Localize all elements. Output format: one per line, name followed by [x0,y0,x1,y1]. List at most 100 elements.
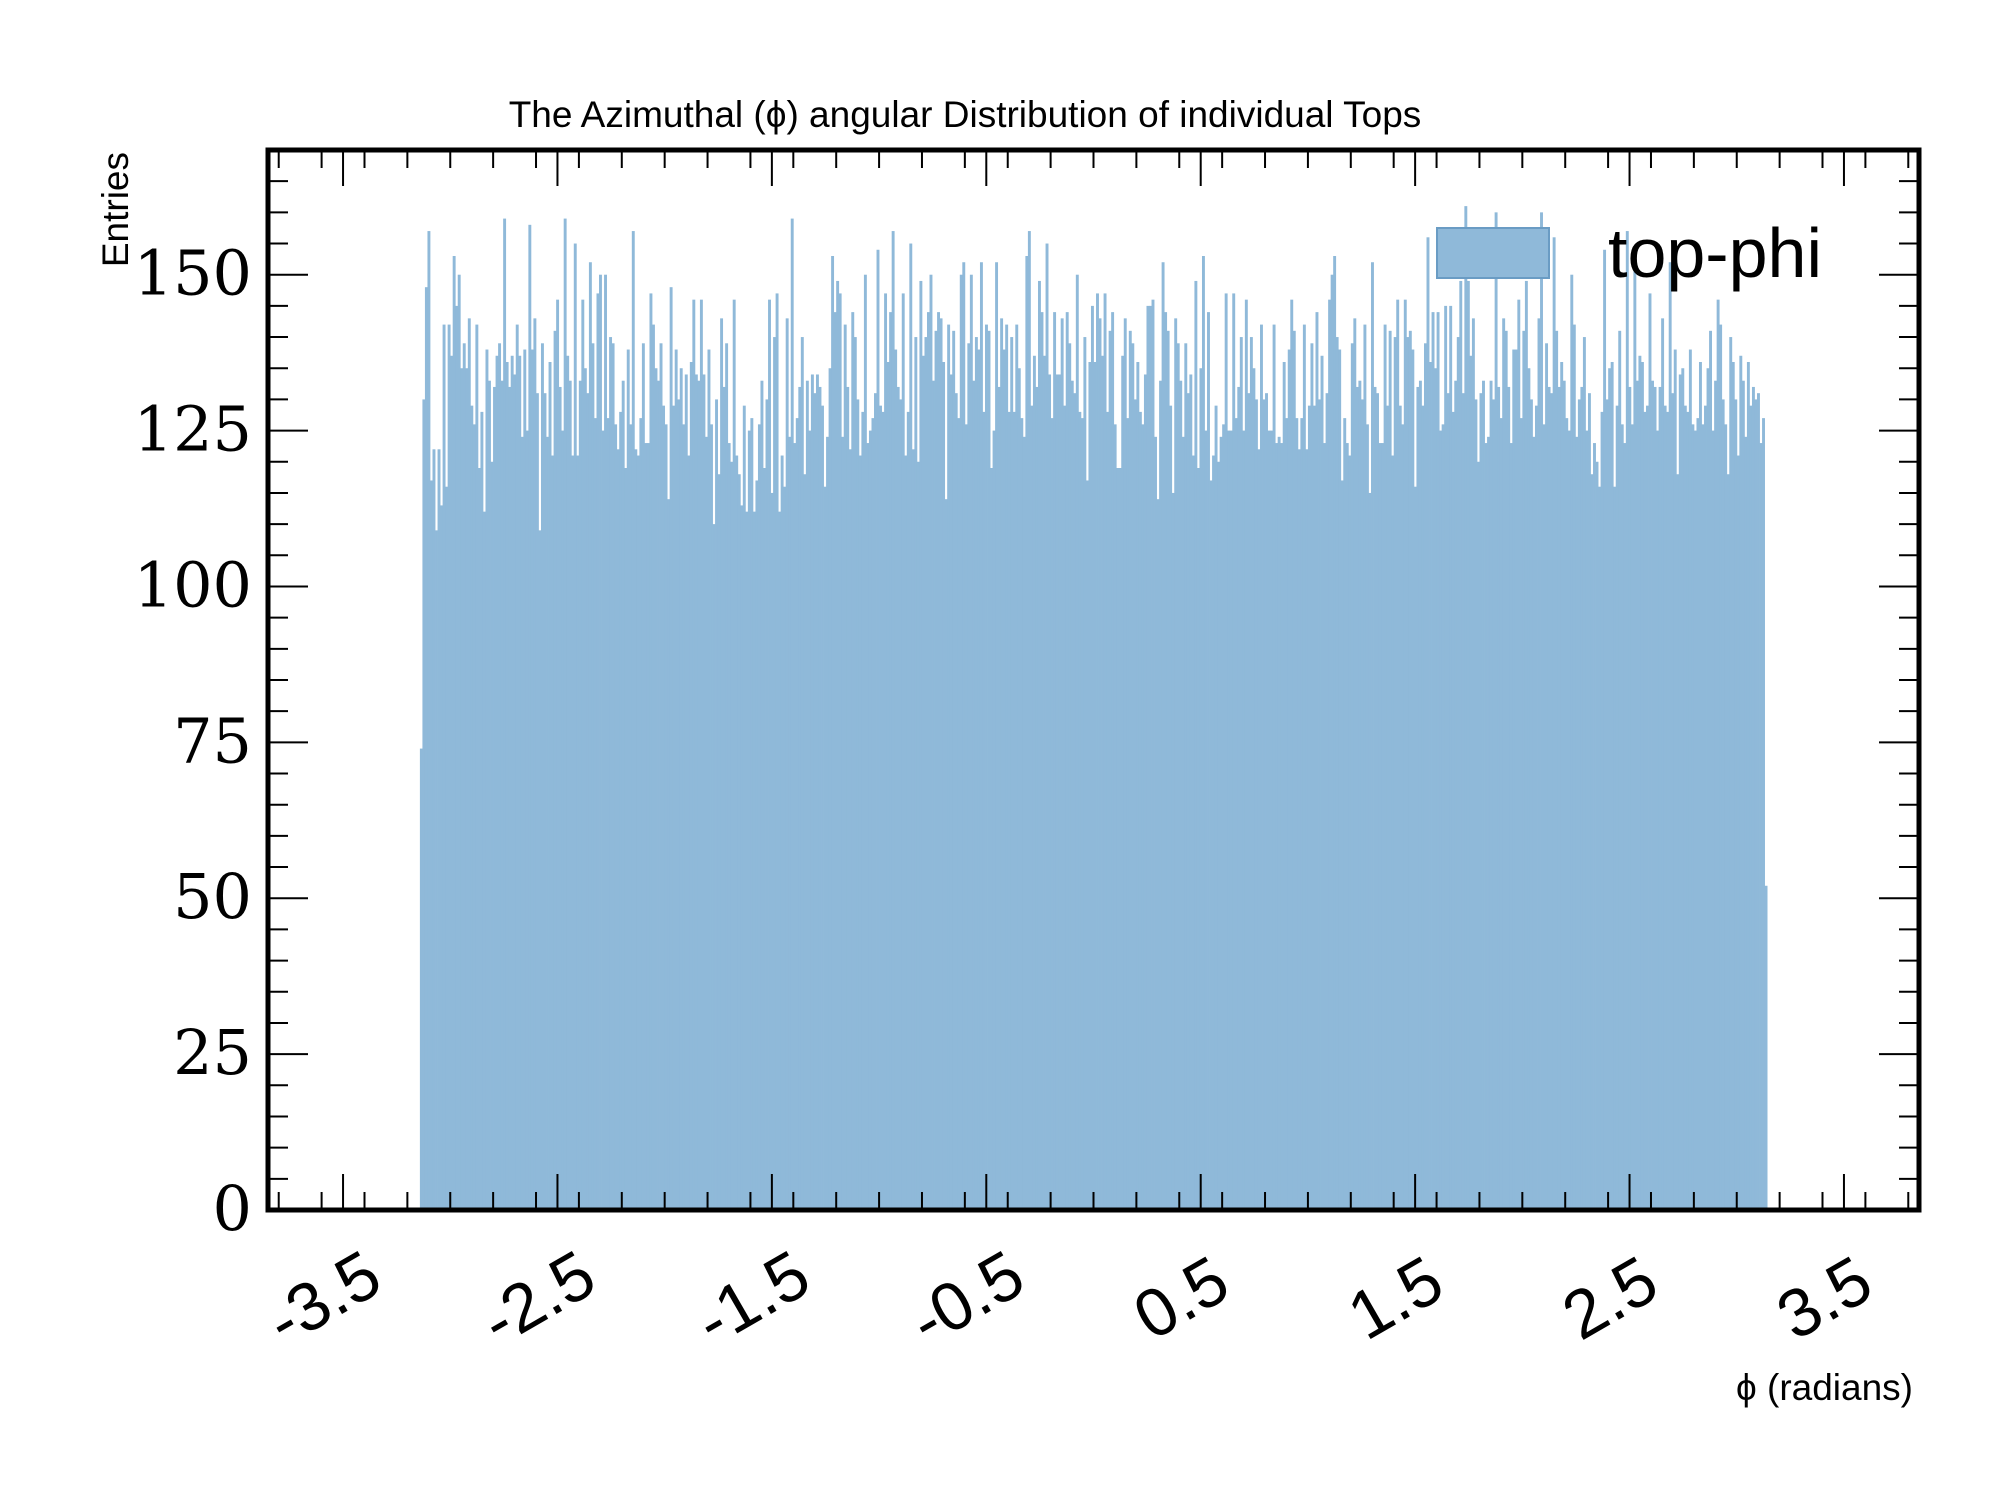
histogram-bin [959,274,963,1210]
histogram-bin [1070,380,1074,1210]
histogram-bin [1678,374,1682,1210]
legend: top-phi [1436,214,1822,292]
histogram-bin [1338,349,1342,1210]
histogram-bin [558,386,562,1210]
histogram-bin [1676,474,1680,1210]
histogram-bin [1037,280,1041,1210]
histogram-bin [1411,349,1415,1210]
histogram-bin [1161,262,1165,1210]
histogram-bin [1257,449,1261,1210]
histogram-bin [891,231,895,1210]
histogram-bin [977,349,981,1210]
histogram-bin [710,424,713,1211]
histogram-bin [954,393,958,1210]
histogram-bin [1691,424,1695,1211]
histogram-bin [1744,436,1748,1211]
histogram-bin [1065,312,1069,1210]
histogram-bin [530,349,534,1210]
y-tick-label: 100 [134,548,252,621]
histogram-bin [785,318,789,1211]
histogram-bin [563,218,567,1210]
histogram-bin [1123,318,1127,1211]
histogram-bin [932,380,935,1210]
histogram-bin [1577,399,1581,1211]
histogram-bin [1552,237,1556,1210]
histogram-bin [828,368,832,1210]
histogram-bin [1156,499,1160,1210]
histogram-bin [838,293,842,1211]
histogram-bin [1698,362,1702,1210]
histogram-bin [896,386,900,1210]
histogram-bin [735,455,739,1210]
histogram-bin [1608,368,1612,1210]
histogram-bin [1201,256,1205,1210]
histogram-bin [1542,424,1546,1211]
histogram-bin [1348,455,1352,1210]
histogram-bin [1701,424,1705,1211]
histogram-bin [460,368,464,1210]
histogram-bin [1456,337,1460,1210]
histogram-bin [805,380,809,1210]
histogram-bin [540,343,544,1210]
histogram-bin [1174,318,1178,1211]
histogram-bin [1565,418,1569,1210]
histogram-bin [1199,368,1203,1210]
histogram-bin [1388,330,1392,1211]
histogram-bin [1166,330,1170,1211]
histogram-bin [662,405,666,1210]
histogram-bin [1560,362,1564,1210]
histogram-bin [1688,349,1692,1210]
y-tick-label: 150 [134,237,252,310]
histogram-bin [657,380,660,1210]
histogram-bin [684,374,688,1210]
histogram-bin [1721,399,1725,1211]
histogram-bin [1469,355,1473,1210]
histogram-bin [1224,293,1228,1211]
histogram-bin [1575,436,1579,1211]
histogram-bin [626,349,630,1210]
histogram-bin [576,455,580,1210]
histogram-bin [1330,274,1334,1210]
histogram-bin [926,312,930,1210]
histogram-bin [889,312,893,1210]
histogram-bin [664,424,668,1211]
histogram-bin [1068,343,1072,1210]
histogram-bin [810,374,814,1210]
histogram-bin [424,287,428,1210]
histogram-bin [1487,436,1490,1211]
histogram-bin [1363,324,1367,1210]
histogram-bin [513,374,517,1210]
histogram-bin [1671,393,1675,1210]
histogram-bin [1724,424,1728,1211]
histogram-bin [1413,486,1417,1210]
histogram-bin [455,305,459,1211]
histogram-bin [677,399,681,1211]
histogram-bin [510,355,514,1210]
histogram-bin [768,299,771,1210]
histogram-bin [1277,436,1281,1211]
histogram-bin [525,430,529,1210]
histogram-bin [871,418,875,1210]
histogram-bin [990,468,993,1210]
histogram-bin [1555,330,1559,1211]
histogram-bin [566,355,570,1210]
histogram-bin [1545,343,1549,1210]
histogram-bin [1249,337,1253,1210]
histogram-bin [1484,443,1488,1210]
plot-frame [265,147,1922,1213]
x-tick-label: -0.5 [897,1236,1036,1360]
histogram-bin [937,312,941,1210]
histogram-bin [667,499,671,1210]
histogram-bin [1406,337,1410,1210]
histogram-bin [1323,443,1327,1210]
histogram-bin [1090,305,1094,1211]
histogram-bin [1391,455,1395,1210]
histogram-bin [1595,461,1599,1210]
histogram-bin [1207,312,1210,1210]
histogram-bin [1408,330,1412,1211]
histogram-bin [485,349,489,1210]
histogram-bin [1080,418,1084,1210]
histogram-bin [1731,362,1735,1210]
histogram-bin [1295,418,1299,1210]
histogram-bin [616,449,620,1210]
